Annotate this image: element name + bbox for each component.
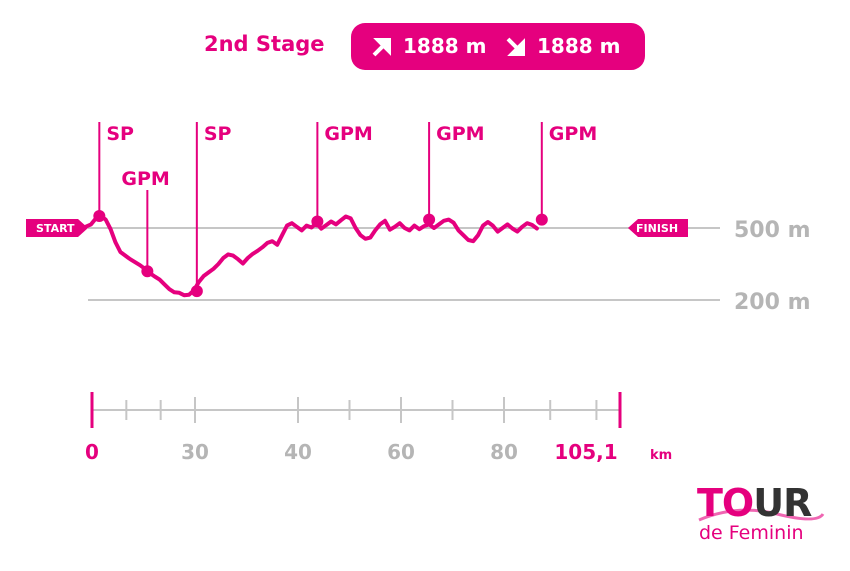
marker-dot xyxy=(311,215,324,228)
distance-tick-label: 105,1 xyxy=(554,440,617,464)
marker-dot xyxy=(190,285,203,298)
start-label: START xyxy=(36,222,75,235)
arrow-down-right-icon xyxy=(505,36,527,63)
ascent-value: 1888 m xyxy=(403,34,487,58)
finish-tag xyxy=(628,219,688,237)
logo-word: TOUR xyxy=(697,481,812,525)
marker-label: SP xyxy=(204,123,232,145)
distance-tick-label: 80 xyxy=(490,440,518,464)
logo-word-dark: UR xyxy=(753,481,812,525)
distance-tick-label: 40 xyxy=(284,440,312,464)
descent-value: 1888 m xyxy=(537,34,621,58)
marker-label: GPM xyxy=(324,123,372,145)
distance-tick-label: 0 xyxy=(85,440,99,464)
logo-word-pink: TO xyxy=(697,481,754,525)
distance-tick-label: 60 xyxy=(387,440,415,464)
distance-tick-label: 30 xyxy=(181,440,209,464)
finish-label: FINISH xyxy=(636,222,678,235)
distance-unit-label: km xyxy=(650,448,672,463)
marker-dot xyxy=(423,213,436,226)
tour-de-feminin-logo: TOUR de Feminin xyxy=(697,484,827,546)
marker-dot xyxy=(93,210,106,222)
reference-label-200: 200 m xyxy=(734,290,811,315)
reference-label-500: 500 m xyxy=(734,218,811,243)
logo-subtitle: de Feminin xyxy=(699,522,804,544)
marker-label: SP xyxy=(106,123,134,145)
logo-swoosh xyxy=(698,508,825,522)
stage-title: 2nd Stage xyxy=(204,32,325,56)
marker-label: GPM xyxy=(549,123,597,145)
marker-dot xyxy=(535,213,548,226)
marker-dot xyxy=(141,265,154,278)
elevation-stats-badge: 1888 m 1888 m xyxy=(351,23,645,70)
start-tag xyxy=(26,219,88,237)
arrow-up-right-icon xyxy=(371,36,393,63)
marker-label: GPM xyxy=(121,168,169,190)
marker-label: GPM xyxy=(436,123,484,145)
